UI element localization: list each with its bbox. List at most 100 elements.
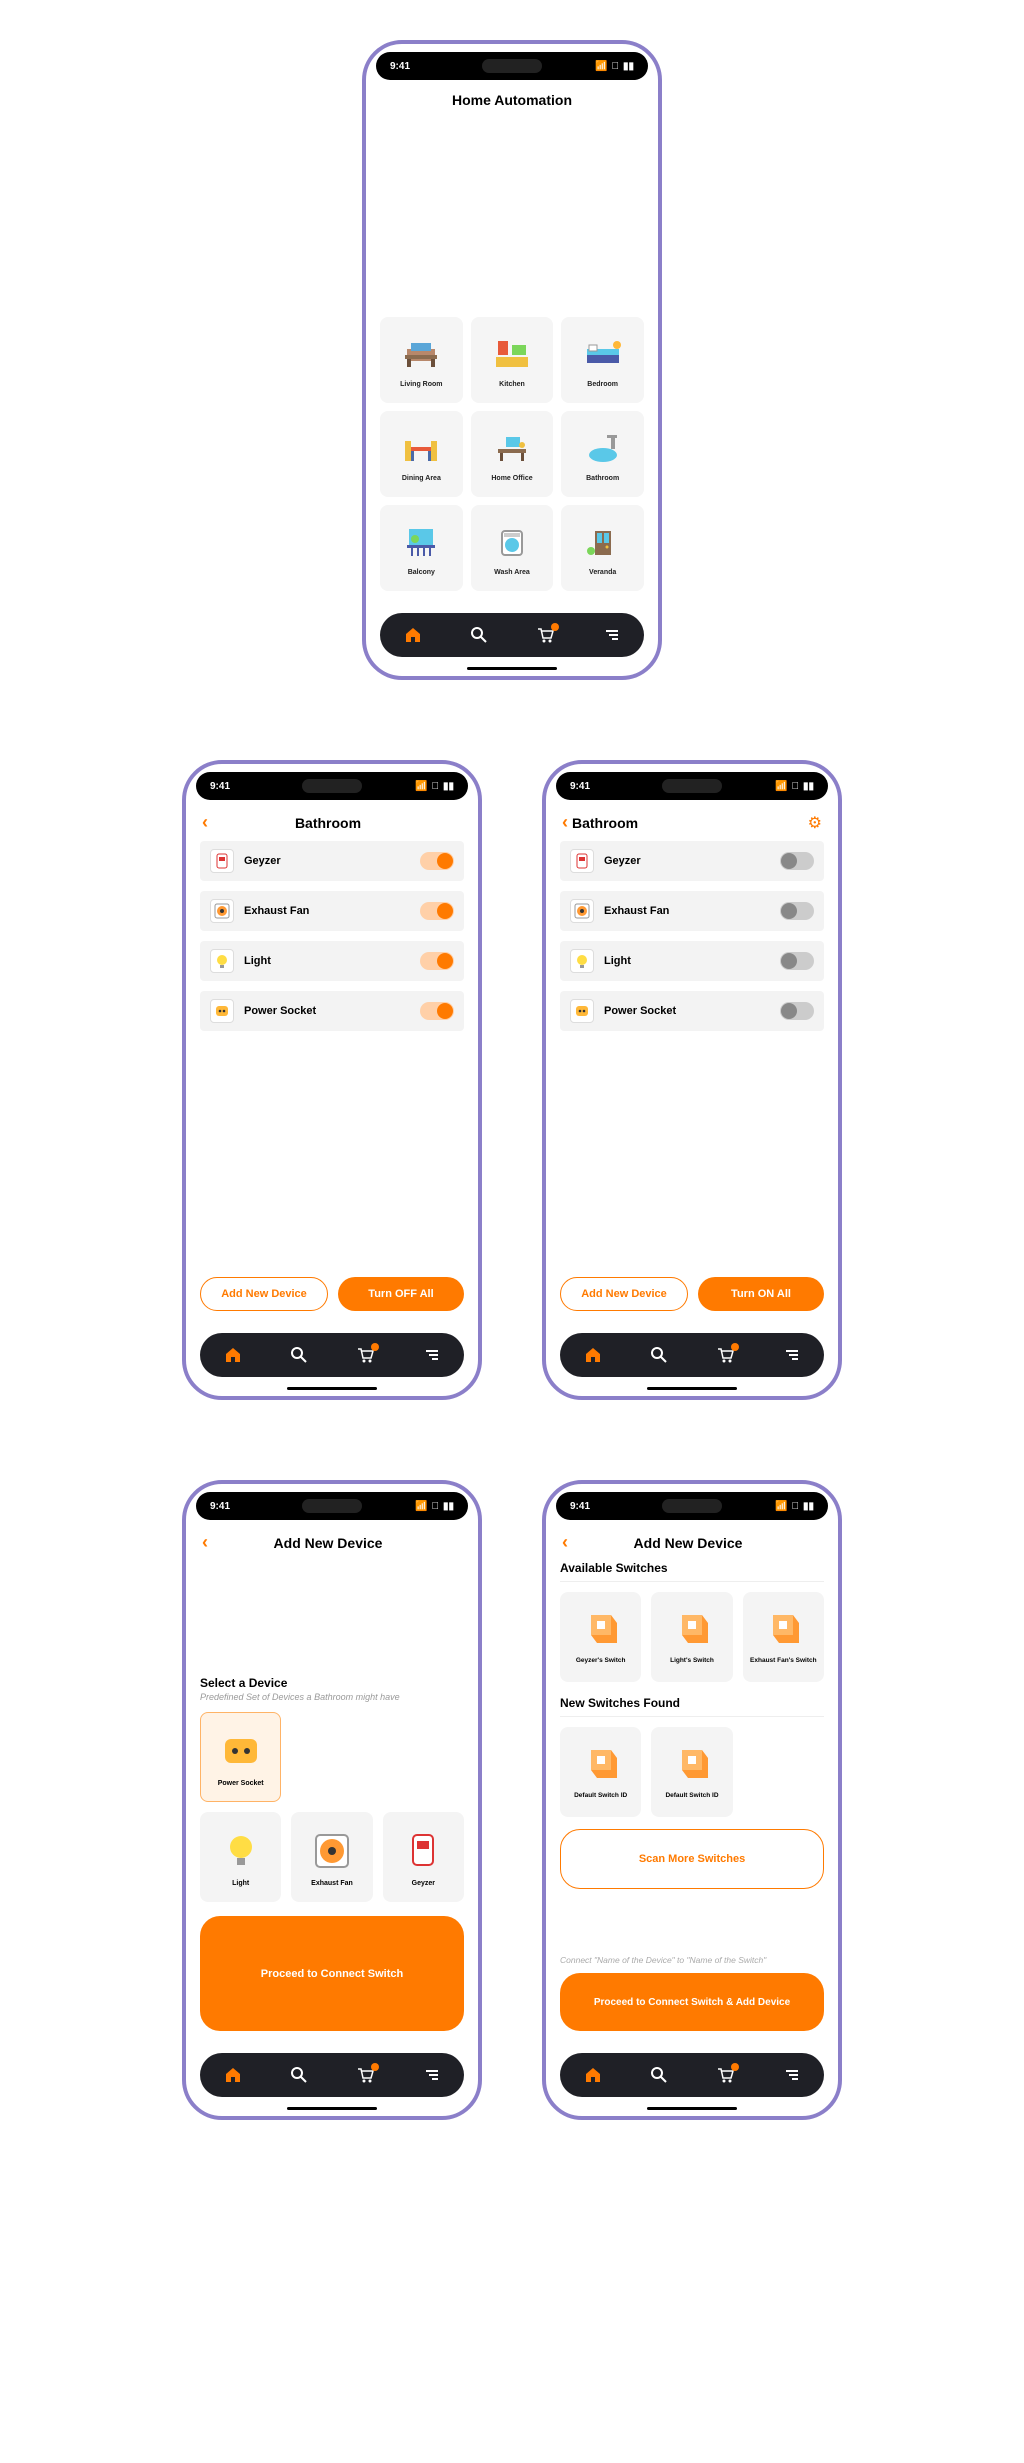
cart-badge [551,623,559,631]
device-row: Geyzer [200,841,464,881]
room-card-bedroom[interactable]: Bedroom [561,317,644,403]
room-card-kitchen[interactable]: Kitchen [471,317,554,403]
notch [662,1499,722,1513]
home-indicator [647,1387,737,1390]
home-indicator [287,2107,377,2110]
device-toggle[interactable] [780,952,814,970]
device-label: Power Socket [218,1780,264,1787]
nav-search[interactable] [290,1346,308,1364]
status-bar: 9:41 📶􀙇▮▮ [196,1492,468,1520]
device-icon [210,949,234,973]
nav-home[interactable] [584,1346,602,1364]
switch-card[interactable]: Default Switch ID [560,1727,641,1817]
add-device-button[interactable]: Add New Device [200,1277,328,1311]
device-icon [570,849,594,873]
nav-search[interactable] [650,1346,668,1364]
device-label: Geyzer [412,1880,435,1887]
device-toggle[interactable] [780,1002,814,1020]
room-card-balcony[interactable]: Balcony [380,505,463,591]
room-card-living-room[interactable]: Living Room [380,317,463,403]
room-label: Wash Area [494,569,530,576]
nav-cart[interactable] [536,626,554,644]
battery-icon: ▮▮ [803,781,814,792]
switch-card[interactable]: Default Switch ID [651,1727,732,1817]
room-card-bathroom[interactable]: Bathroom [561,411,644,497]
device-toggle[interactable] [420,1002,454,1020]
switch-card[interactable]: Exhaust Fan's Switch [743,1592,824,1682]
settings-icon[interactable]: ⚙ [808,813,822,833]
turn-off-all-button[interactable]: Turn OFF All [338,1277,464,1311]
status-icons: 📶􀙇▮▮ [775,1501,814,1512]
device-card[interactable]: Light [200,1812,281,1902]
veranda-icon [582,521,624,563]
device-card[interactable]: Power Socket [200,1712,281,1802]
nav-menu[interactable] [602,626,620,644]
header: ‹ Bathroom [186,800,478,841]
nav-search[interactable] [650,2066,668,2084]
room-label: Living Room [400,381,442,388]
nav-cart[interactable] [716,1346,734,1364]
room-card-home-office[interactable]: Home Office [471,411,554,497]
nav-search[interactable] [290,2066,308,2084]
switch-label: Default Switch ID [574,1792,627,1799]
scan-more-button[interactable]: Scan More Switches [560,1829,824,1889]
device-toggle[interactable] [420,902,454,920]
device-name: Exhaust Fan [604,905,780,917]
device-name: Exhaust Fan [244,905,420,917]
room-card-dining-area[interactable]: Dining Area [380,411,463,497]
status-icons: 📶􀙇▮▮ [415,1501,454,1512]
nav-menu[interactable] [422,2066,440,2084]
device-toggle[interactable] [780,902,814,920]
nav-search[interactable] [470,626,488,644]
device-icon [570,899,594,923]
nav-home[interactable] [224,2066,242,2084]
device-card[interactable]: Exhaust Fan [291,1812,372,1902]
nav-menu[interactable] [422,1346,440,1364]
device-toggle[interactable] [420,952,454,970]
page-title: Home Automation [382,92,642,108]
back-button[interactable]: ‹ [562,812,568,833]
add-device-button[interactable]: Add New Device [560,1277,688,1311]
notch [662,779,722,793]
page-title: Add New Device [208,1535,448,1551]
nav-cart[interactable] [716,2066,734,2084]
device-toggle[interactable] [780,852,814,870]
device-toggle[interactable] [420,852,454,870]
room-card-wash-area[interactable]: Wash Area [471,505,554,591]
proceed-button[interactable]: Proceed to Connect Switch [200,1916,464,2031]
proceed-button[interactable]: Proceed to Connect Switch & Add Device [560,1973,824,2031]
nav-cart[interactable] [356,2066,374,2084]
nav-menu[interactable] [782,1346,800,1364]
cart-badge [731,1343,739,1351]
device-icon [218,1728,264,1774]
device-name: Power Socket [244,1005,420,1017]
switch-icon [672,1746,712,1786]
status-icons: 📶􀙇▮▮ [775,781,814,792]
nav-home[interactable] [224,1346,242,1364]
turn-on-all-button[interactable]: Turn ON All [698,1277,824,1311]
switch-card[interactable]: Light's Switch [651,1592,732,1682]
status-bar: 9:41 📶􀙇▮▮ [196,772,468,800]
office-icon [491,427,533,469]
nav-cart[interactable] [356,1346,374,1364]
nav-home[interactable] [404,626,422,644]
header: ‹ Add New Device [186,1520,478,1561]
header: ‹ Bathroom ⚙ [546,800,838,841]
room-label: Bathroom [586,475,619,482]
switch-icon [763,1611,803,1651]
signal-icon: 📶 [415,781,427,792]
kitchen-icon [491,333,533,375]
bathroom-icon [582,427,624,469]
nav-menu[interactable] [782,2066,800,2084]
device-icon [210,899,234,923]
device-card[interactable]: Geyzer [383,1812,464,1902]
room-label: Dining Area [402,475,441,482]
device-icon [570,999,594,1023]
notch [482,59,542,73]
battery-icon: ▮▮ [623,61,634,72]
switch-card[interactable]: Geyzer's Switch [560,1592,641,1682]
notch [302,1499,362,1513]
device-icon [400,1828,446,1874]
room-card-veranda[interactable]: Veranda [561,505,644,591]
nav-home[interactable] [584,2066,602,2084]
